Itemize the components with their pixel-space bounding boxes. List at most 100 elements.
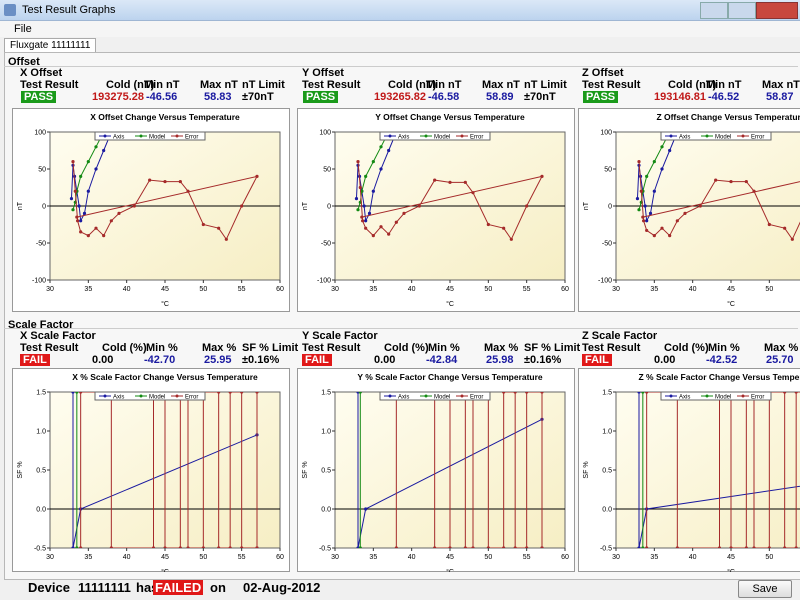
point (102, 148, 106, 153)
legend-label: Model (715, 135, 731, 141)
legend-marker (705, 134, 709, 138)
result-value: 0.00 (654, 354, 676, 366)
point (82, 211, 87, 215)
point (217, 546, 221, 548)
legend-marker (139, 134, 143, 138)
chart-title: Z % Scale Factor Change Versus Temperatu… (638, 372, 800, 382)
column-header: Test Result (582, 79, 641, 91)
chart: Y Offset Change Versus Temperature nT °C -1… (297, 108, 575, 312)
result-value: 193275.28 (92, 91, 144, 103)
x-tick-label: 50 (765, 554, 773, 561)
point (675, 546, 679, 548)
column-header: Min % (428, 342, 460, 354)
x-tick-label: 35 (369, 554, 377, 561)
series-line (357, 161, 543, 241)
point (752, 189, 756, 193)
save-button[interactable]: Save (738, 580, 792, 598)
legend-label: Error (470, 135, 483, 141)
x-axis-label: °C (727, 300, 735, 308)
x-tick-label: 40 (408, 554, 416, 561)
result-value: 25.70 (766, 354, 794, 366)
point (660, 145, 664, 149)
point (540, 174, 544, 178)
point (433, 546, 437, 548)
x-axis-label: °C (161, 300, 169, 308)
result-value: -46.58 (428, 91, 460, 103)
result-value: -46.56 (146, 91, 178, 103)
x-tick-label: 40 (123, 554, 131, 561)
point (228, 546, 232, 548)
x-tick-label: 30 (331, 286, 339, 293)
point (201, 546, 205, 548)
legend-box (660, 391, 772, 401)
x-tick-label: 30 (46, 554, 54, 561)
column-header: Min nT (706, 79, 742, 91)
point (178, 179, 182, 184)
point (717, 546, 722, 548)
x-tick-label: 45 (727, 554, 735, 561)
point (509, 237, 513, 241)
point (217, 392, 221, 394)
x-tick-label: 60 (561, 286, 569, 293)
point (109, 546, 113, 548)
x-tick-label: 40 (689, 554, 697, 561)
y-tick-label: -50 (36, 241, 46, 248)
result-value: ±0.16% (242, 354, 280, 366)
point (255, 546, 259, 548)
point (364, 219, 368, 223)
legend-box (94, 391, 206, 401)
legend-marker (388, 394, 392, 398)
point (163, 546, 167, 548)
column-header: Test Result (20, 342, 79, 354)
y-axis-label: nT (302, 201, 309, 210)
y-tick-label: 0.0 (602, 507, 612, 514)
y-tick-label: 1.5 (602, 390, 612, 397)
legend-marker (424, 134, 428, 138)
point (201, 222, 205, 227)
point (240, 546, 244, 548)
legend-box (94, 131, 206, 141)
chart: Z Offset Change Versus Temperature nT °C -1… (578, 108, 800, 312)
legend-label: Error (185, 135, 198, 141)
series (641, 392, 645, 548)
result-badge: FAIL (582, 354, 612, 366)
maximize-button[interactable] (728, 2, 756, 19)
point (71, 392, 75, 394)
panel-title: X Scale Factor (20, 330, 96, 342)
series (356, 160, 544, 241)
minimize-button[interactable] (700, 2, 728, 19)
point (379, 145, 383, 149)
y-tick-label: 0 (608, 204, 612, 211)
point (714, 178, 718, 182)
tab[interactable]: Fluxgate 11111111 (4, 38, 97, 52)
x-tick-label: 35 (650, 554, 658, 561)
x-tick-label: 55 (523, 286, 531, 293)
point (513, 392, 517, 394)
title-bar (0, 0, 800, 21)
point (94, 226, 98, 230)
column-header: Cold (nT) (106, 79, 155, 91)
point (148, 178, 152, 182)
legend-label: Error (470, 395, 483, 401)
point (540, 392, 544, 394)
point (652, 234, 656, 238)
x-tick-label: 35 (369, 286, 377, 293)
footer-text: on (210, 580, 226, 595)
point (163, 179, 167, 184)
y-tick-label: -100 (598, 278, 612, 285)
point (151, 546, 156, 548)
point (645, 546, 649, 548)
point (387, 232, 391, 236)
column-header: Max % (202, 342, 237, 354)
legend-marker (103, 134, 107, 138)
menu-item[interactable]: File (14, 23, 32, 35)
point (255, 392, 259, 394)
legend-label: Error (185, 395, 198, 401)
point (79, 546, 83, 548)
point (79, 219, 83, 223)
chart-title: Y % Scale Factor Change Versus Temperatu… (357, 372, 543, 382)
close-button[interactable] (756, 2, 798, 19)
point (486, 222, 490, 227)
point (767, 546, 771, 548)
point (76, 219, 80, 223)
